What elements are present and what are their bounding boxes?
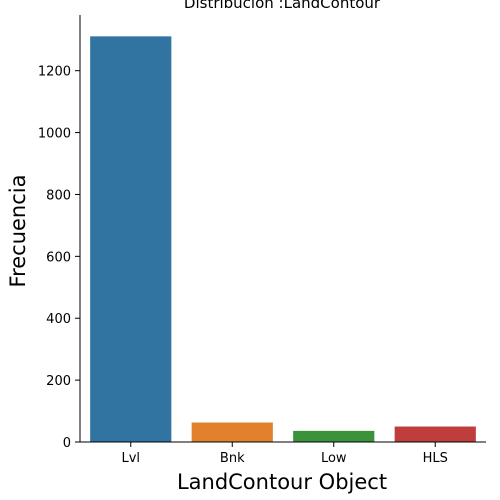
y-tick-label: 800 <box>46 188 71 203</box>
y-tick-label: 1000 <box>38 127 71 142</box>
y-tick-label: 200 <box>46 374 71 389</box>
y-axis-ticks: 0 200 400 600 800 1000 1200 <box>38 65 80 451</box>
y-tick-label: 600 <box>46 250 71 265</box>
bar-bnk <box>191 422 273 442</box>
x-tick-label: HLS <box>423 451 448 466</box>
y-tick-label: 400 <box>46 312 71 327</box>
x-tick-label: Lvl <box>121 451 140 466</box>
bars <box>90 36 476 442</box>
x-axis-ticks: Lvl Bnk Low HLS <box>121 442 448 466</box>
y-tick-label: 1200 <box>38 65 71 80</box>
bar-low <box>293 430 375 442</box>
x-tick-label: Bnk <box>220 451 245 466</box>
x-tick-label: Low <box>321 451 347 466</box>
x-axis-title: LandContour Object <box>177 470 387 494</box>
bar-lvl <box>90 36 172 442</box>
chart-title: Distribución :LandContour <box>184 0 381 12</box>
bar-hls <box>394 426 476 442</box>
y-axis-title: Frecuencia <box>6 175 30 288</box>
y-tick-label: 0 <box>63 436 71 451</box>
